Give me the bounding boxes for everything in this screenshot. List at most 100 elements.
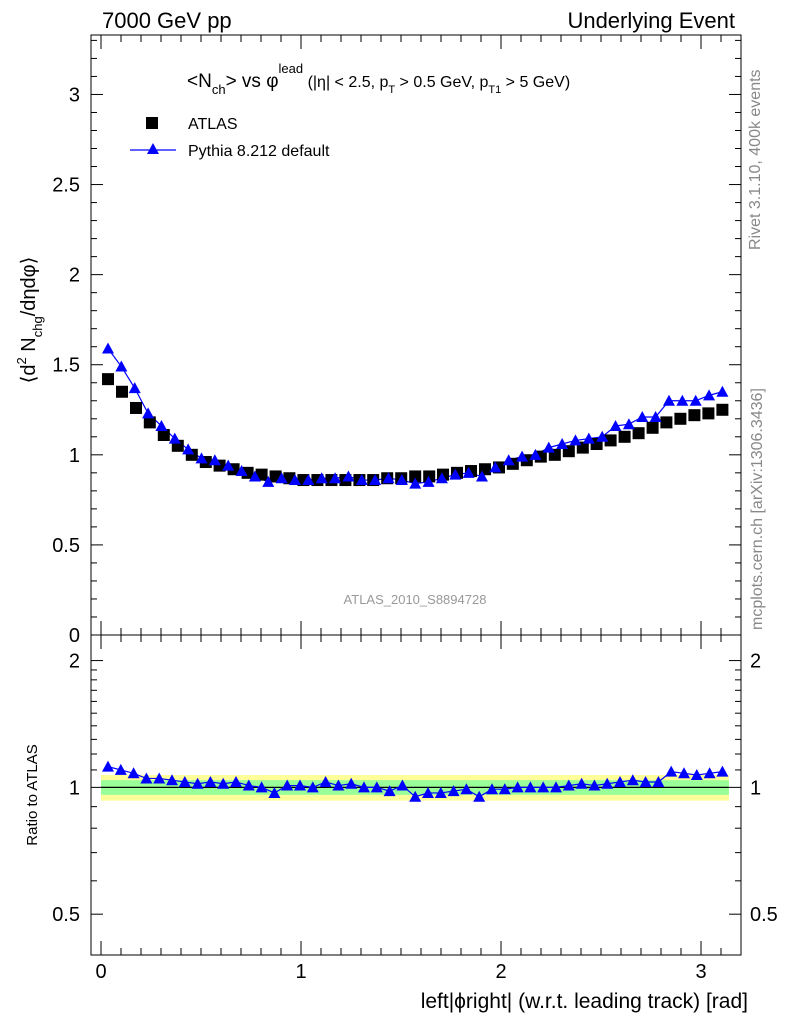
- atlas-point: [674, 412, 687, 425]
- x-tick-label: 0: [95, 961, 106, 983]
- pythia-point: [329, 472, 342, 484]
- atlas-point: [660, 416, 673, 429]
- main-x-axis: [100, 35, 722, 635]
- atlas-point: [157, 429, 170, 441]
- pythia-point: [542, 441, 555, 453]
- ratio-point: [498, 783, 511, 795]
- ratio-point: [153, 772, 166, 784]
- atlas-point: [604, 434, 617, 447]
- ratio-point: [473, 790, 486, 802]
- atlas-point: [618, 430, 631, 443]
- ratio-point: [268, 786, 281, 798]
- pythia-points: [102, 342, 729, 489]
- main-y-tick-label: 0: [69, 625, 80, 647]
- pythia-point: [382, 472, 395, 484]
- pythia-point: [128, 382, 141, 394]
- ratio-point: [716, 765, 729, 777]
- pythia-point: [142, 407, 155, 419]
- ratio-point: [230, 775, 242, 787]
- main-y-label: ⟨d2 Nchg/dηdφ⟩: [14, 257, 45, 384]
- pythia-point: [689, 394, 702, 406]
- header-right: Underlying Event: [567, 8, 735, 33]
- pythia-point: [676, 394, 689, 406]
- pythia-point: [168, 432, 181, 444]
- ratio-point: [396, 779, 409, 791]
- ratio-point: [665, 765, 678, 777]
- main-panel: 0 0.5 1 1.5 2 2.5 3 ATLAS_2010_S8894728 <Nch> …: [14, 34, 742, 647]
- pythia-point: [102, 342, 114, 354]
- pythia-point: [662, 394, 675, 406]
- ratio-point: [358, 781, 370, 793]
- pythia-point: [502, 454, 515, 466]
- pythia-point: [235, 465, 248, 477]
- ratio-y-tick-label: 1: [69, 777, 80, 799]
- plot-title: <Nch> vs φlead (|η| < 2.5, pT > 0.5 GeV,…: [187, 61, 570, 97]
- pythia-point: [636, 410, 649, 422]
- ratio-y-tick-label: 0.5: [52, 904, 80, 926]
- ratio-point: [127, 767, 140, 779]
- ratio-y-axis: 0.5 0.5 1 1 2 2: [52, 651, 778, 927]
- pythia-point: [462, 466, 475, 478]
- atlas-point: [632, 427, 645, 440]
- pythia-point: [435, 472, 448, 484]
- pythia-point: [369, 474, 382, 486]
- x-tick-label: 2: [495, 961, 506, 983]
- ratio-point: [639, 775, 652, 787]
- ratio-point: [460, 783, 473, 795]
- main-y-tick-label: 2.5: [52, 175, 80, 197]
- atlas-point: [409, 470, 422, 483]
- main-y-tick-label: 1: [69, 445, 80, 467]
- pythia-point: [422, 475, 435, 487]
- main-y-tick-label: 3: [69, 84, 80, 106]
- ratio-point: [370, 781, 383, 793]
- pythia-point: [182, 443, 195, 455]
- pythia-point: [302, 474, 315, 486]
- ratio-point: [242, 779, 255, 791]
- atlas-point: [716, 403, 729, 416]
- pythia-point: [569, 434, 582, 446]
- ratio-point: [614, 775, 626, 787]
- pythia-point: [342, 470, 355, 482]
- ratio-point: [486, 783, 498, 795]
- pythia-point: [703, 389, 716, 401]
- ratio-point: [601, 777, 614, 789]
- main-y-tick-label: 0.5: [52, 535, 80, 557]
- ratio-point: [114, 763, 127, 775]
- pythia-point: [582, 432, 595, 444]
- ratio-y-tick-label-right: 1: [750, 777, 761, 799]
- atlas-point: [130, 401, 142, 414]
- legend-atlas-label: ATLAS: [188, 116, 238, 133]
- ratio-point: [652, 775, 665, 787]
- ratio-point: [140, 772, 153, 784]
- pythia-point: [516, 450, 529, 462]
- rivet-label: Rivet 3.1.10, 400k events: [747, 69, 764, 250]
- ratio-point: [550, 781, 562, 793]
- pythia-point: [315, 472, 328, 484]
- ratio-y-tick-label-right: 0.5: [750, 904, 778, 926]
- pythia-point: [609, 419, 622, 431]
- ratio-point: [204, 775, 217, 787]
- atlas-point: [688, 409, 701, 422]
- mcplots-label: mcplots.cern.ch [arXiv:1306.3436]: [749, 388, 766, 630]
- atlas-points: [102, 373, 729, 487]
- pythia-point: [115, 360, 128, 372]
- ratio-point: [537, 781, 550, 793]
- ratio-point: [575, 777, 588, 789]
- legend-pythia-label: Pythia 8.212 default: [188, 143, 330, 160]
- ratio-point: [447, 785, 460, 797]
- ratio-point: [434, 786, 447, 798]
- ratio-point: [383, 785, 396, 797]
- pythia-point: [355, 474, 368, 486]
- pythia-point: [489, 461, 502, 473]
- ratio-point: [319, 775, 332, 787]
- x-tick-label: 3: [695, 961, 706, 983]
- ratio-y-tick-label: 2: [69, 651, 80, 673]
- atlas-point: [143, 416, 156, 429]
- ratio-point: [524, 781, 537, 793]
- x-axis-label: left|ϕright| (w.r.t. leading track) [rad…: [421, 990, 748, 1013]
- main-y-tick-label: 2: [69, 265, 80, 287]
- ratio-point: [345, 777, 358, 789]
- pythia-point: [596, 430, 609, 442]
- legend-pythia-marker: [147, 143, 159, 154]
- ratio-point: [255, 781, 268, 793]
